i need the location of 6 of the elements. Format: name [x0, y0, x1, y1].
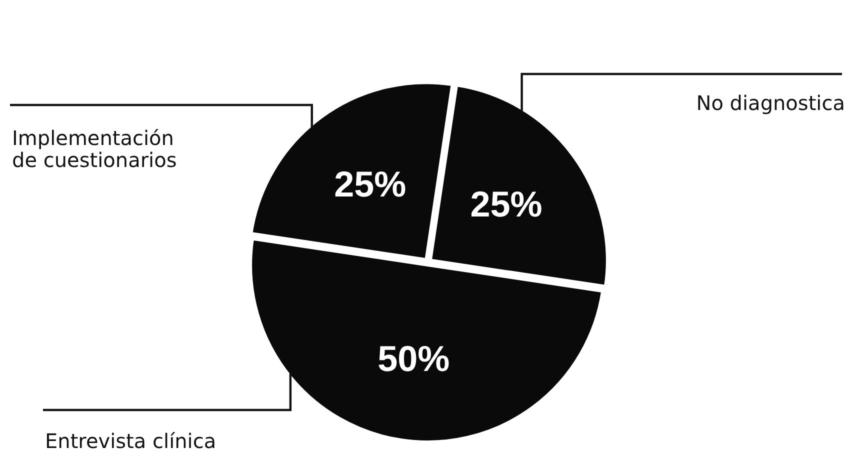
- slice-label: Entrevista clínica: [45, 429, 216, 451]
- data-label: 50%: [378, 338, 450, 379]
- data-label: 25%: [470, 184, 542, 225]
- data-label: 25%: [334, 163, 406, 204]
- slice-label: Implementación de cuestionarios: [12, 126, 177, 172]
- slice-label: No diagnostica: [696, 91, 845, 115]
